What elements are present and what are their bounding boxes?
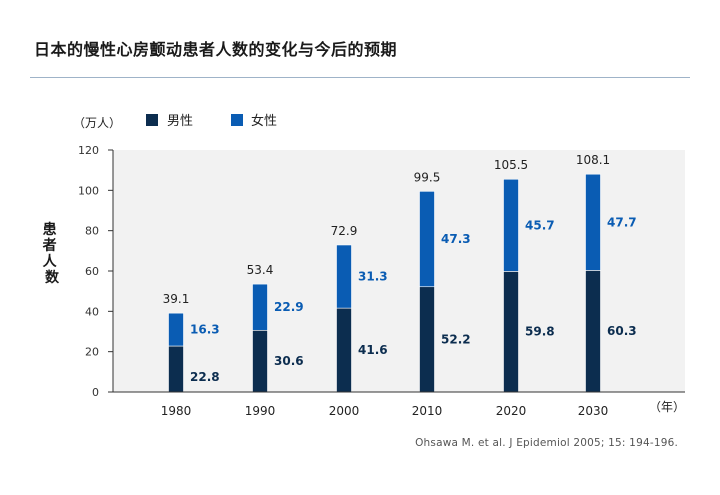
label-female-value: 16.3 [190, 323, 220, 337]
label-female-value: 45.7 [525, 218, 555, 232]
y-tick-label: 20 [85, 346, 99, 359]
label-total-value: 105.5 [494, 158, 528, 172]
bar-female [585, 173, 601, 271]
x-tick-label: 1990 [245, 404, 276, 418]
label-total-value: 39.1 [163, 292, 190, 306]
bars-group [168, 173, 601, 393]
bar-female [336, 244, 352, 309]
x-tick-label: 2010 [412, 404, 443, 418]
label-total-value: 53.4 [247, 263, 274, 277]
x-tick-label: 2020 [496, 404, 527, 418]
label-male-value: 41.6 [358, 343, 388, 357]
data-labels-group: 22.8 16.3 39.1 30.6 22.9 53.4 41.6 31.3 72.9 52.2… [163, 153, 637, 384]
x-tick-label: 2000 [329, 404, 360, 418]
bar-male [252, 329, 268, 393]
y-axis-title-char-3: 人 [43, 253, 58, 270]
x-tick-label: 1980 [161, 404, 192, 418]
y-unit-label: （万人） [73, 116, 121, 130]
bar-female [168, 312, 184, 347]
label-total-value: 72.9 [331, 224, 358, 238]
y-tick-label: 60 [85, 265, 99, 278]
y-axis-title-char-2: 者 [43, 238, 57, 254]
bar-male [168, 345, 184, 393]
title-divider [30, 77, 690, 78]
label-male-value: 22.8 [190, 370, 220, 384]
y-axis-title: 患 者 人 数 [43, 221, 62, 286]
bar-female [252, 283, 268, 331]
x-axis: 1980 1990 2000 2010 2020 2030 [113, 391, 685, 418]
source-citation: Ohsawa M. et al. J Epidemiol 2005; 15: 1… [415, 437, 678, 449]
legend-label-female: 女性 [251, 113, 277, 129]
legend-swatch-female [231, 114, 243, 126]
legend: 男性 女性 [146, 113, 277, 129]
label-total-value: 99.5 [414, 170, 441, 184]
label-female-value: 31.3 [358, 270, 388, 284]
legend-label-male: 男性 [167, 114, 193, 129]
label-female-value: 47.7 [607, 215, 637, 229]
label-male-value: 59.8 [525, 325, 555, 339]
bar-female [503, 178, 519, 272]
y-tick-label: 120 [78, 144, 99, 157]
bar-male [419, 286, 435, 393]
y-tick-label: 0 [92, 386, 99, 399]
x-unit-label: （年） [649, 400, 685, 414]
chart-title: 日本的慢性心房颤动患者人数的变化与今后的预期 [34, 40, 398, 59]
bar-male [336, 307, 352, 393]
y-axis: 0 20 40 60 80 100 120 [78, 144, 114, 399]
label-male-value: 60.3 [607, 324, 637, 338]
bar-female [419, 191, 435, 288]
x-tick-label: 2030 [578, 404, 609, 418]
label-total-value: 108.1 [576, 153, 610, 167]
label-female-value: 47.3 [441, 232, 471, 246]
label-male-value: 30.6 [274, 354, 304, 368]
y-tick-label: 80 [85, 225, 99, 238]
y-tick-label: 40 [85, 305, 99, 318]
y-tick-label: 100 [78, 184, 99, 197]
y-axis-title-char-1: 患 [43, 221, 57, 238]
label-female-value: 22.9 [274, 300, 304, 314]
bar-male [503, 271, 519, 393]
bar-male [585, 270, 601, 393]
label-male-value: 52.2 [441, 332, 471, 346]
legend-swatch-male [146, 114, 158, 126]
y-axis-title-char-4: 数 [45, 269, 60, 286]
